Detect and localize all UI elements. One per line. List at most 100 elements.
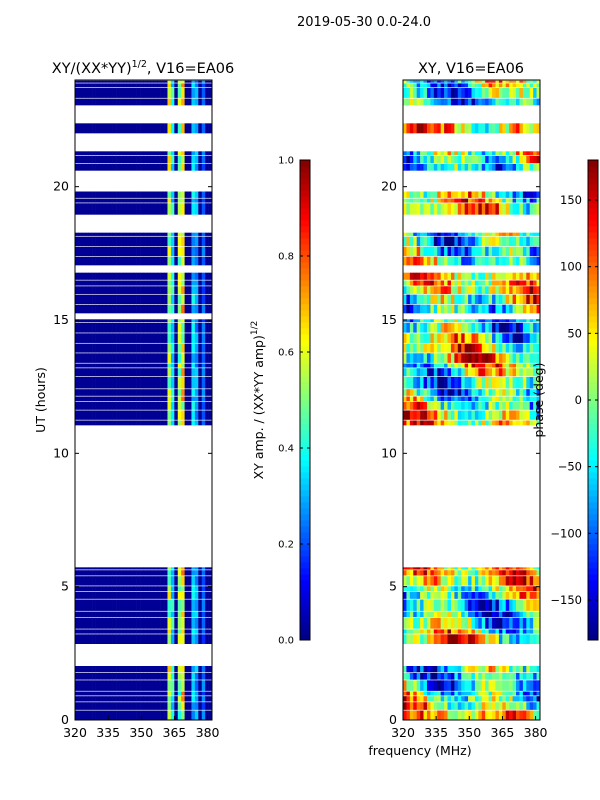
heatmap-cell (136, 576, 141, 586)
heatmap-cell (516, 322, 520, 333)
heatmap-cell (133, 98, 137, 106)
colorbar-segment (588, 352, 598, 359)
heatmap-cell (194, 246, 199, 257)
heatmap-cell (181, 368, 185, 377)
heatmap-cell (505, 123, 510, 134)
heatmap-cell (119, 304, 124, 314)
heatmap-cell (129, 123, 134, 134)
heatmap-cell (403, 294, 407, 305)
heatmap-cell (157, 710, 161, 720)
heatmap-cell (502, 666, 507, 673)
heatmap-cell (105, 666, 110, 673)
heatmap-cell (403, 343, 407, 353)
heatmap-cell (474, 576, 479, 586)
heatmap-cell (170, 680, 175, 691)
heatmap-cell (102, 155, 107, 164)
heatmap-cell (505, 368, 510, 377)
heatmap-cell (160, 322, 165, 333)
heatmap-cell (533, 246, 537, 257)
heatmap-cell (140, 672, 144, 680)
heatmap-cell (167, 232, 172, 236)
heatmap-cell (516, 343, 520, 353)
heatmap-cell (529, 272, 534, 280)
heatmap-cell (167, 203, 172, 215)
heatmap-cell (444, 401, 448, 410)
heatmap-cell (205, 333, 209, 343)
heatmap-cell (512, 294, 517, 305)
heatmap-cell (430, 586, 435, 592)
heatmap-cell (440, 396, 445, 402)
heatmap-cell (150, 691, 155, 696)
heatmap-cell (464, 368, 469, 377)
heatmap-cell (505, 576, 510, 586)
heatmap-cell (522, 272, 527, 280)
heatmap-cell (437, 410, 441, 420)
heatmap-cell (184, 256, 189, 266)
heatmap-cell (75, 322, 79, 333)
heatmap-cell (129, 666, 134, 673)
heatmap-cell (440, 666, 445, 673)
heatmap-cell (536, 198, 541, 203)
heatmap-cell (430, 123, 435, 134)
heatmap-cell (109, 151, 113, 156)
heatmap-cell (426, 353, 431, 363)
heatmap-cell (416, 155, 421, 164)
heatmap-cell (406, 629, 411, 634)
heatmap-cell (116, 343, 120, 353)
heatmap-cell (92, 363, 96, 368)
heatmap-cell (457, 376, 462, 389)
heatmap-cell (533, 98, 537, 106)
heatmap-cell (167, 634, 172, 644)
heatmap-cell (160, 191, 165, 198)
heatmap-cell (488, 368, 493, 377)
heatmap-cell (519, 368, 524, 377)
heatmap-cell (95, 333, 100, 343)
heatmap-cell (526, 389, 531, 396)
heatmap-cell (75, 294, 79, 305)
heatmap-cell (194, 151, 199, 156)
heatmap-cell (433, 396, 438, 402)
heatmap-cell (143, 401, 148, 410)
heatmap-cell (191, 286, 196, 294)
heatmap-cell (495, 256, 500, 266)
heatmap-cell (116, 710, 120, 720)
heatmap-cell (461, 617, 465, 629)
heatmap-cell (160, 123, 165, 134)
heatmap-cell (167, 198, 172, 203)
heatmap-cell (413, 163, 417, 171)
heatmap-cell (498, 333, 503, 343)
heatmap-cell (129, 368, 134, 377)
heatmap-cell (150, 98, 155, 106)
heatmap-cell (153, 396, 158, 402)
heatmap-cell (140, 702, 144, 710)
heatmap-cell (133, 576, 137, 586)
heatmap-cell (420, 611, 424, 618)
colorbar-segment (588, 250, 598, 257)
heatmap-cell (492, 256, 496, 266)
heatmap-cell (505, 666, 510, 673)
heatmap-cell (447, 401, 452, 410)
heatmap-cell (116, 353, 120, 363)
heatmap-cell (423, 666, 428, 673)
heatmap-cell (447, 567, 452, 570)
y-tick-label: 15 (381, 312, 397, 327)
heatmap-cell (426, 333, 431, 343)
x-tick-label: 365 (163, 725, 187, 740)
heatmap-cell (116, 236, 120, 247)
heatmap-cell (170, 599, 175, 611)
heatmap-cell (522, 586, 527, 592)
heatmap-cell (505, 634, 510, 644)
heatmap-cell (143, 691, 148, 696)
heatmap-cell (468, 322, 472, 333)
heatmap-cell (126, 343, 131, 353)
heatmap-cell (516, 319, 520, 323)
heatmap-cell (78, 368, 83, 377)
colorbar-segment (300, 292, 310, 299)
amp-colorbar-tick-label: 0.0 (278, 636, 294, 647)
heatmap-cell (143, 567, 148, 570)
heatmap-cell (160, 420, 165, 426)
colorbar-segment (300, 604, 310, 611)
heatmap-cell (468, 629, 472, 634)
heatmap-cell (126, 599, 131, 611)
heatmap-cell (170, 123, 175, 134)
